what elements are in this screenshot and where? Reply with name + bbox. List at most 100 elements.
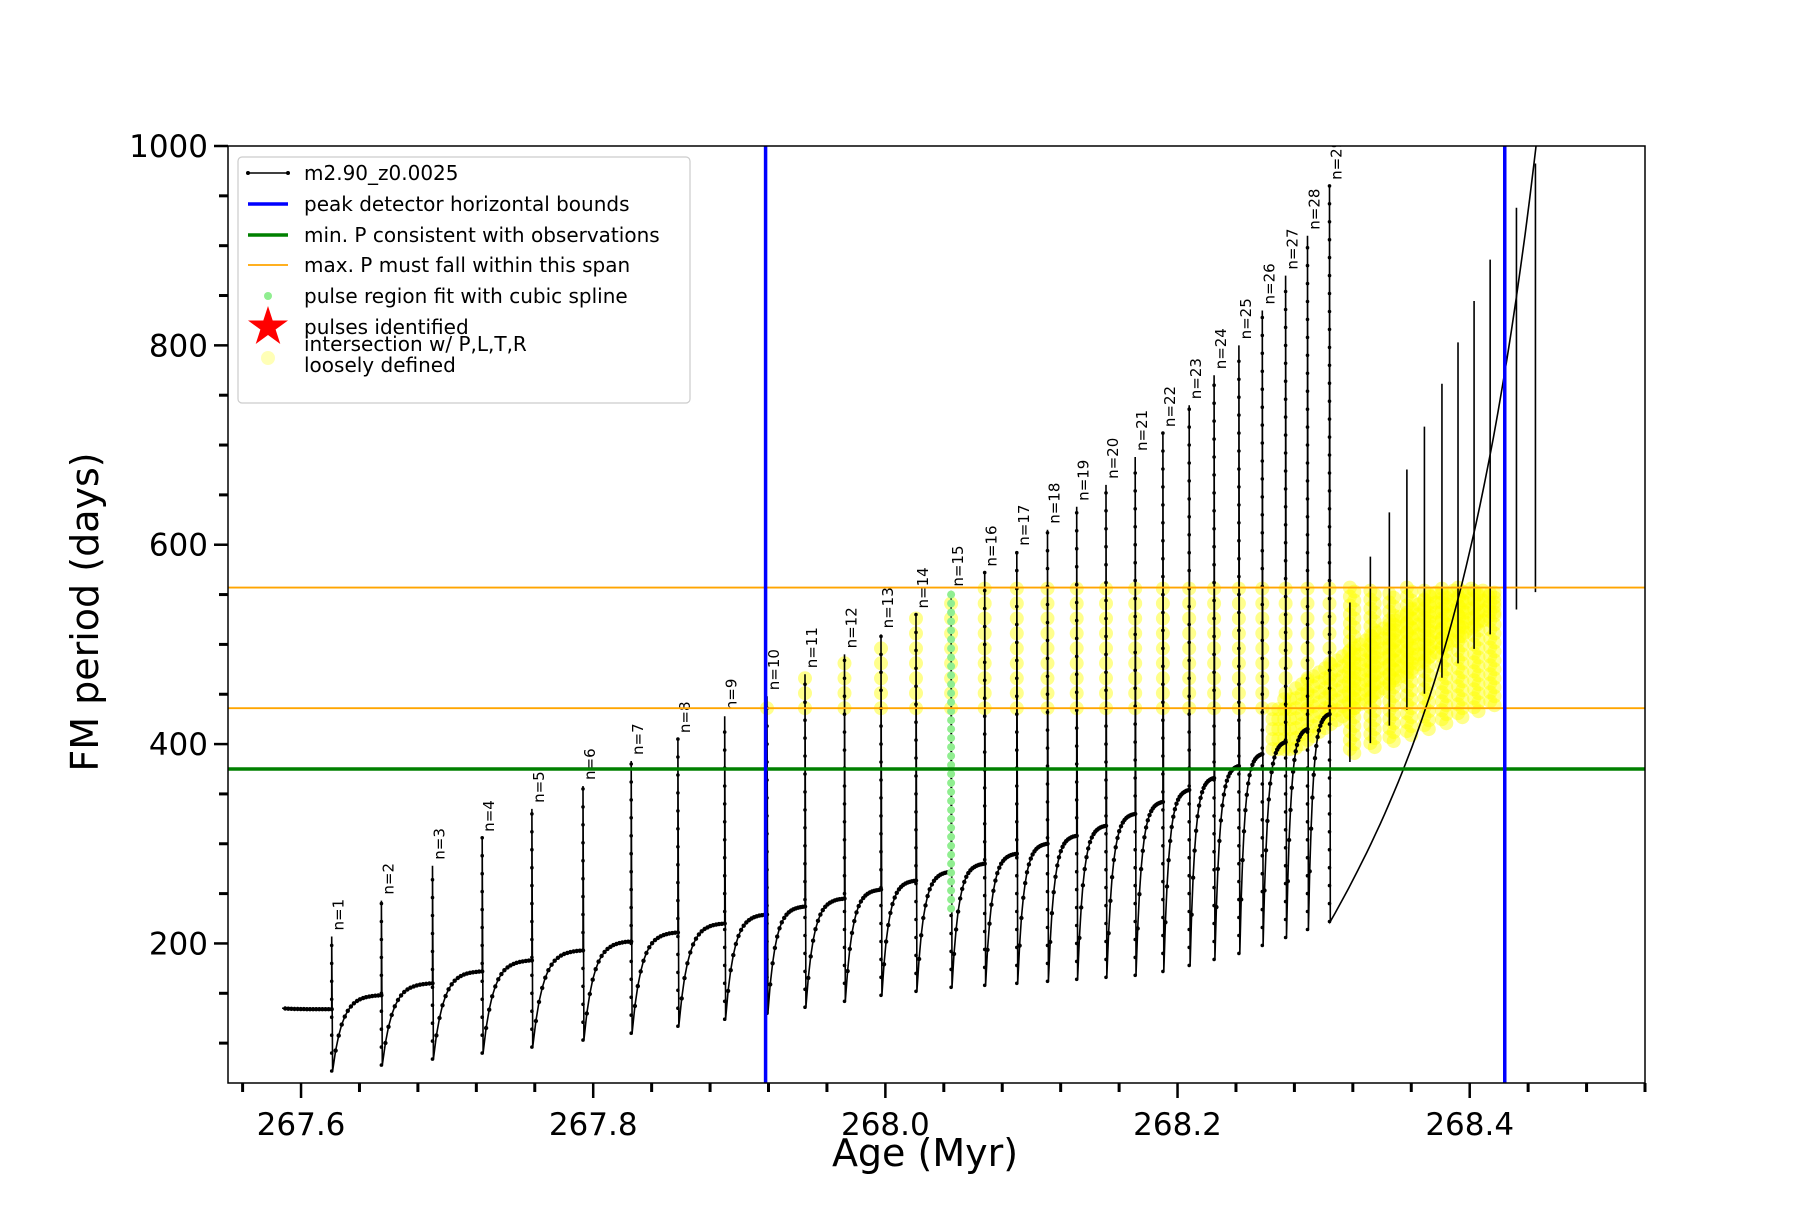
intersection-marker [1335,649,1350,664]
series-point [1283,935,1288,940]
intersection-marker [1455,647,1470,662]
series-point [914,917,918,922]
intersection-marker [1487,680,1502,695]
intersection-marker [1405,611,1420,626]
series-point [629,905,633,910]
intersection-marker [1471,587,1486,602]
intersection-marker [1367,587,1382,602]
series-point [1187,820,1191,824]
spline-fit-point [947,841,956,850]
series-point [383,1040,388,1046]
series-point [1237,413,1241,417]
series-point [480,1051,485,1055]
series-point [629,816,633,820]
series-point [1212,688,1216,693]
series-point [314,1007,319,1012]
intersection-marker [1370,645,1385,660]
spline-fit-point [947,698,956,707]
intersection-marker [1434,694,1449,709]
series-point [733,941,739,947]
series-point [424,981,429,986]
intersection-marker [1329,693,1344,708]
intersection-marker [1367,614,1382,629]
series-point [1260,477,1265,481]
series-point [379,901,384,906]
series-point [1212,724,1216,728]
series-point [1327,758,1332,762]
series-point [1217,838,1222,844]
series-point [1283,863,1288,868]
series-point [1104,778,1108,782]
spline-fit-point [947,599,956,608]
series-point [430,1021,435,1025]
series-point [480,997,485,1002]
intersection-marker [1386,644,1401,659]
series-point [1199,790,1205,795]
intersection-marker [1467,646,1482,661]
series-point [1074,762,1079,766]
series-point [1104,814,1108,818]
intersection-marker [1452,629,1467,644]
intersection-marker [1423,629,1438,644]
series-point [914,971,918,976]
series-point [1260,818,1265,822]
intersection-marker [1347,691,1362,706]
series-point [1161,646,1165,651]
intersection-marker [1386,590,1401,605]
intersection-marker [1341,675,1356,690]
series-point [552,958,557,963]
series-point [629,780,633,784]
y-tick-label: 200 [149,926,208,962]
series-point [1074,905,1079,910]
series-point [693,936,699,941]
intersection-marker [1455,629,1470,644]
series-point [1190,875,1196,880]
series-point [1021,895,1026,900]
intersection-marker [1434,676,1449,691]
x-tick-label: 268.2 [1133,1107,1222,1143]
intersection-marker [1483,694,1498,709]
series-point [1218,818,1224,823]
series-point [1305,389,1310,394]
series-point [964,874,969,879]
series-point [803,897,807,902]
intersection-marker [1306,679,1321,694]
series-point [1260,746,1265,750]
series-point [1237,592,1241,597]
series-point [676,988,680,993]
series-point [1283,899,1288,904]
intersection-marker [1423,619,1438,634]
series-point [499,971,504,977]
series-point [1305,604,1310,609]
series-point [1161,790,1165,794]
series-point [842,712,847,716]
series-point [1260,333,1265,338]
series-point [1022,880,1028,886]
series-point [1133,560,1137,565]
intersection-marker [1434,703,1449,718]
series-point [982,696,987,700]
spline-fit-point [947,590,956,599]
series-point [1305,927,1310,932]
intersection-marker [1323,657,1338,672]
series-point [1133,489,1137,493]
series-point [1084,855,1089,860]
pulse-label: n=19 [1075,460,1093,501]
intersection-marker [1421,623,1436,638]
series-point [529,958,535,963]
series-point [1327,273,1332,278]
series-point [1045,656,1050,661]
intersection-marker [1458,615,1473,630]
series-point [923,903,928,908]
series-point [1104,652,1108,657]
series-point [949,949,953,954]
intersection-marker [1404,629,1419,644]
series-point [803,879,807,884]
intersection-marker [1455,692,1470,707]
series-point [803,700,807,704]
series-point [676,916,680,921]
series-point [722,999,727,1004]
series-point [1161,538,1165,543]
intersection-marker [1271,712,1286,727]
y-tick-label: 1000 [129,129,208,165]
